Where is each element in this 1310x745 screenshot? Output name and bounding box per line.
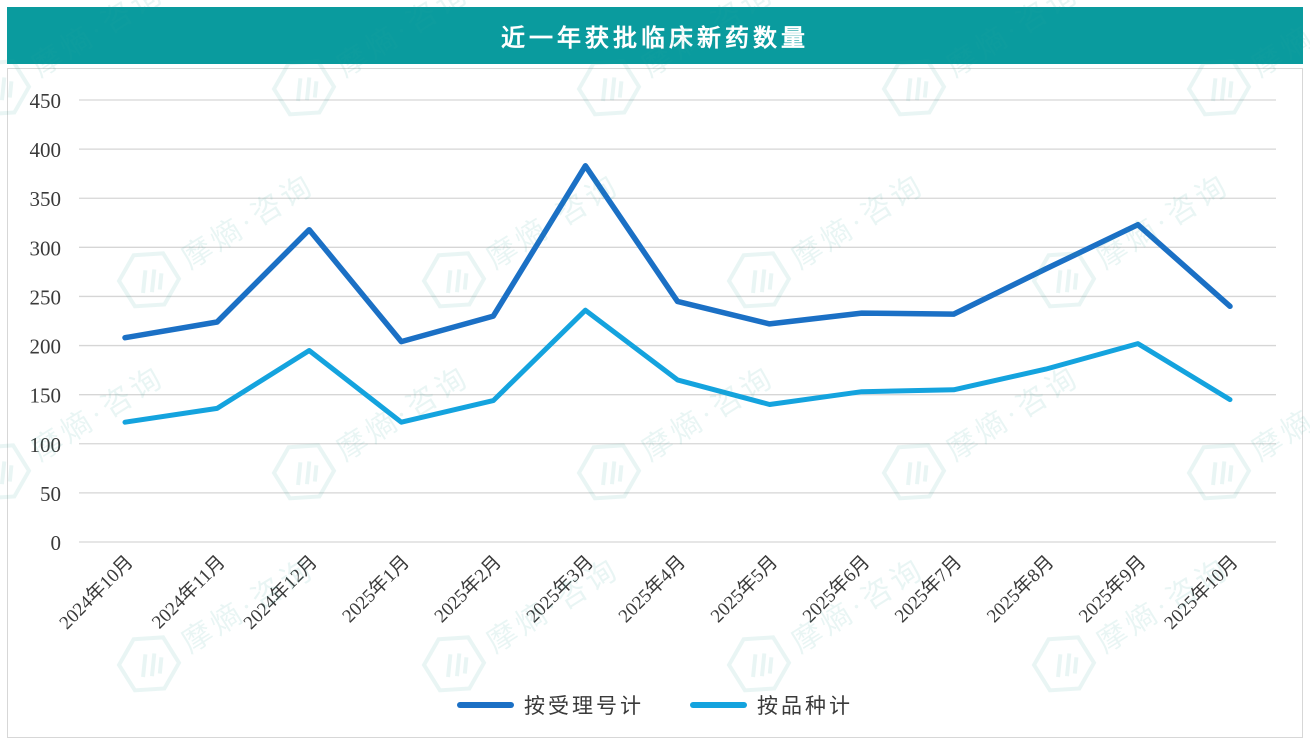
- series-line-按受理号计: [122, 163, 1233, 345]
- y-tick-label: 150: [30, 384, 62, 408]
- x-category-label: 2024年10月: [55, 551, 138, 634]
- y-tick-label: 100: [30, 433, 62, 457]
- x-category-label: 2025年6月: [798, 551, 874, 627]
- y-tick-label: 0: [51, 531, 62, 555]
- x-category-label: 2025年8月: [982, 551, 1058, 627]
- x-category-label: 2025年1月: [338, 551, 414, 627]
- y-tick-label: 400: [30, 138, 62, 162]
- legend-label: 按品种计: [757, 694, 853, 718]
- chart-legend: 按受理号计 按品种计: [8, 689, 1302, 721]
- x-category-label: 2025年5月: [706, 551, 782, 627]
- x-category-label: 2025年7月: [890, 551, 966, 627]
- chart-title: 近一年获批临床新药数量: [501, 26, 809, 52]
- x-category-label: 2025年2月: [430, 551, 506, 627]
- y-tick-label: 50: [40, 482, 61, 506]
- x-category-label: 2025年9月: [1074, 551, 1150, 627]
- chart-panel: 0 50 100 150 200 250 300 350 400 450 2024年10月 2024年…: [7, 68, 1303, 738]
- y-tick-label: 250: [30, 285, 62, 309]
- x-category-label: 2025年4月: [614, 551, 690, 627]
- x-category-label: 2024年11月: [147, 551, 229, 633]
- legend-swatch-dark-blue: [457, 702, 514, 708]
- y-tick-label: 450: [30, 89, 62, 113]
- y-tick-label: 300: [30, 236, 62, 260]
- legend-item-by-variety[interactable]: 按品种计: [690, 690, 853, 720]
- x-category-label: 2025年10月: [1160, 551, 1243, 634]
- y-tick-label: 350: [30, 187, 62, 211]
- legend-label: 按受理号计: [524, 694, 644, 718]
- chart-header: 近一年获批临床新药数量: [7, 7, 1303, 64]
- legend-swatch-light-blue: [690, 702, 747, 708]
- y-tick-label: 200: [30, 335, 62, 359]
- x-category-label: 2024年12月: [239, 551, 322, 634]
- legend-item-by-acceptance-number[interactable]: 按受理号计: [457, 690, 644, 720]
- x-category-label: 2025年3月: [522, 551, 598, 627]
- series-line-按品种计: [122, 307, 1233, 425]
